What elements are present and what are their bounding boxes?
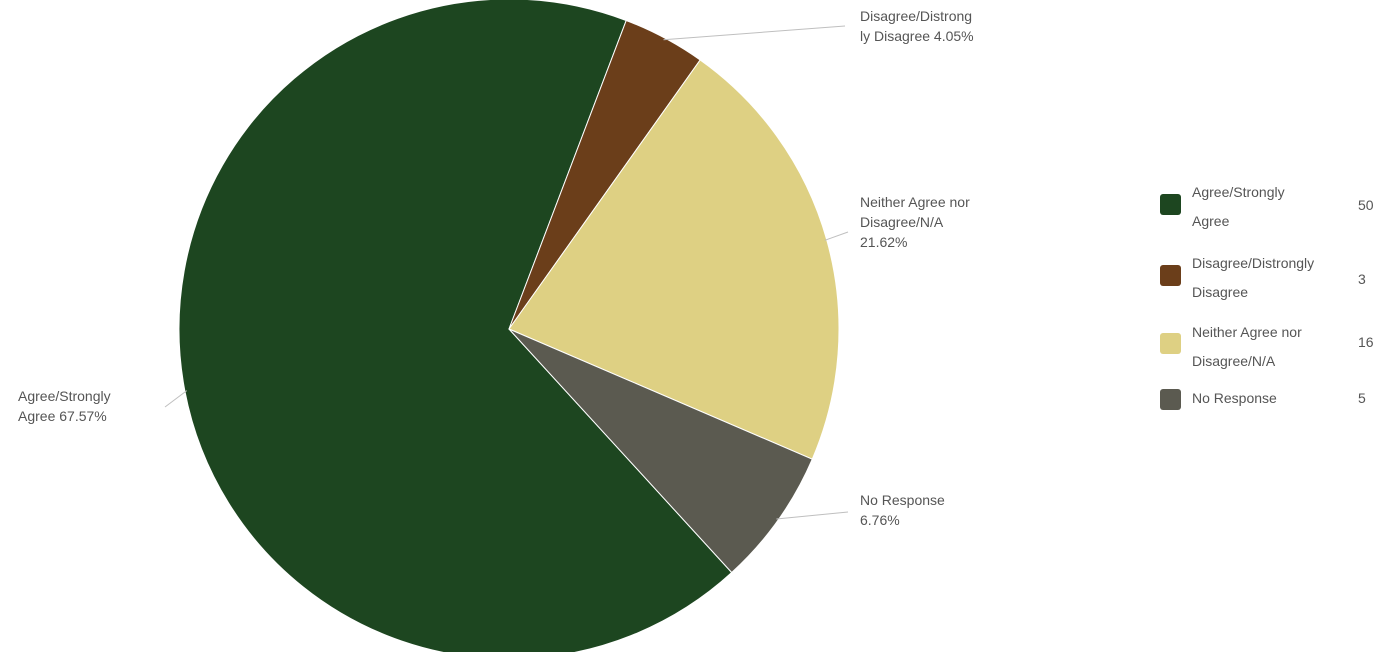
data-label-line: Disagree/N/A (860, 212, 970, 232)
legend-label: Disagree/Distrongly Disagree (1192, 249, 1347, 307)
legend-swatch (1160, 265, 1181, 286)
legend-value: 3 (1358, 271, 1366, 287)
legend-value: 16 (1358, 334, 1374, 350)
legend-label-line: Neither Agree nor (1192, 318, 1347, 347)
data-label-line: Agree/Strongly (18, 386, 111, 406)
legend-label-line: No Response (1192, 384, 1347, 413)
legend-label-line: Disagree/N/A (1192, 347, 1347, 376)
legend-item-no-response[interactable]: No Response 5 (1160, 384, 1382, 413)
leader-line (165, 391, 187, 407)
data-label-neither: Neither Agree nor Disagree/N/A 21.62% (860, 192, 970, 252)
legend-label-line: Disagree/Distrongly (1192, 249, 1347, 278)
leader-line (776, 512, 848, 519)
data-label-line: No Response (860, 490, 945, 510)
legend-item-agree[interactable]: Agree/Strongly Agree 50 (1160, 178, 1382, 236)
data-label-line: ly Disagree 4.05% (860, 26, 974, 46)
legend-label: Neither Agree nor Disagree/N/A (1192, 318, 1347, 376)
data-label-line: 21.62% (860, 232, 970, 252)
legend-label: No Response (1192, 384, 1347, 413)
leader-line (664, 26, 846, 40)
data-label-line: Disagree/Distrong (860, 6, 974, 26)
legend-value: 50 (1358, 197, 1374, 213)
leader-line (825, 232, 848, 240)
data-label-line: Neither Agree nor (860, 192, 970, 212)
data-label-disagree: Disagree/Distrong ly Disagree 4.05% (860, 6, 974, 46)
pie-slices (179, 0, 839, 652)
legend-swatch (1160, 333, 1181, 354)
legend-item-disagree[interactable]: Disagree/Distrongly Disagree 3 (1160, 249, 1382, 307)
data-label-no-response: No Response 6.76% (860, 490, 945, 530)
legend-label-line: Agree/Strongly (1192, 178, 1347, 207)
data-label-line: 6.76% (860, 510, 945, 530)
legend-label-line: Agree (1192, 207, 1347, 236)
legend-label: Agree/Strongly Agree (1192, 178, 1347, 236)
legend-label-line: Disagree (1192, 278, 1347, 307)
data-label-agree: Agree/Strongly Agree 67.57% (18, 386, 111, 426)
legend-value: 5 (1358, 390, 1366, 406)
legend-swatch (1160, 389, 1181, 410)
legend-item-neither[interactable]: Neither Agree nor Disagree/N/A 16 (1160, 318, 1382, 376)
legend-swatch (1160, 194, 1181, 215)
data-label-line: Agree 67.57% (18, 406, 111, 426)
legend: Agree/Strongly Agree 50 Disagree/Distron… (1160, 178, 1382, 413)
